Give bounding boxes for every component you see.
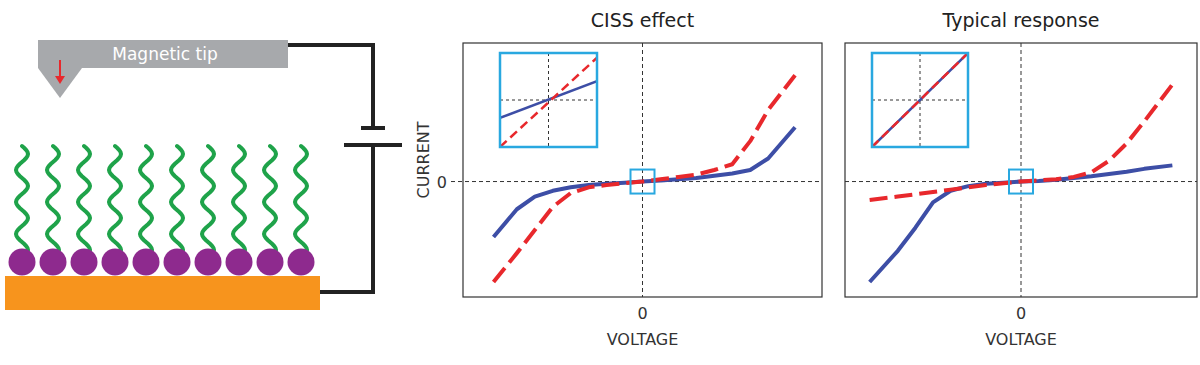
tip-body (38, 40, 288, 68)
plot-background (463, 43, 822, 297)
chart: 0 0 CISS effect VOLTAGE CURRENT (414, 9, 822, 349)
molecule-chain (109, 146, 121, 258)
anchor-group (102, 249, 129, 276)
wire (320, 145, 373, 292)
inset-frame (872, 53, 968, 147)
plot-frame (463, 43, 822, 297)
series-line (872, 53, 968, 147)
zoom-box (1009, 170, 1033, 194)
y-axis-label: CURRENT (414, 121, 433, 198)
molecule-chain (233, 146, 245, 258)
chart-title: CISS effect (591, 9, 694, 31)
inset-frame (500, 53, 597, 147)
chart-title: Typical response (942, 9, 1100, 31)
x-axis-label: VOLTAGE (985, 330, 1057, 349)
y-tick-label: 0 (437, 173, 447, 192)
figure: Magnetic tip00CISS effectVOLTAGECURRENT0… (0, 0, 1200, 365)
series-line (500, 81, 597, 118)
x-tick-label: 0 (1016, 304, 1026, 323)
anchor-group (40, 249, 67, 276)
molecule-chain (264, 146, 276, 258)
inset-chart (872, 53, 968, 147)
battery-plate (344, 143, 402, 147)
molecule-chain (16, 146, 28, 258)
molecule-chain (47, 146, 59, 258)
tip-label: Magnetic tip (112, 44, 217, 64)
plot-background (845, 43, 1197, 297)
molecule-chain (171, 146, 183, 258)
anchor-group (195, 249, 222, 276)
data-layer (872, 53, 968, 147)
anchor-group (9, 249, 36, 276)
molecule-chain (295, 146, 307, 258)
chart: 0 Typical response VOLTAGE (845, 9, 1197, 349)
molecule-chain (78, 146, 90, 258)
molecule-chain (140, 146, 152, 258)
wire (288, 45, 373, 128)
series-line (500, 58, 597, 147)
x-axis-label: VOLTAGE (607, 330, 679, 349)
anchor-group (133, 249, 160, 276)
plot-background (872, 53, 968, 147)
anchor-group (257, 249, 284, 276)
inset-chart (500, 53, 597, 147)
substrate (5, 276, 320, 310)
series-line (872, 53, 968, 147)
zoom-box (631, 170, 655, 194)
anchor-group (164, 249, 191, 276)
diagram: Magnetic tip (5, 40, 402, 310)
molecule-chain (202, 146, 214, 258)
anchor-group (288, 249, 315, 276)
plot-background (500, 53, 597, 147)
x-tick-label: 0 (637, 304, 647, 323)
spin-arrow-head (55, 76, 65, 84)
data-layer (500, 58, 597, 147)
anchor-group (71, 249, 98, 276)
battery-plate (361, 126, 385, 130)
anchor-group (226, 249, 253, 276)
plot-frame (845, 43, 1197, 297)
spin-arrow (59, 60, 61, 78)
